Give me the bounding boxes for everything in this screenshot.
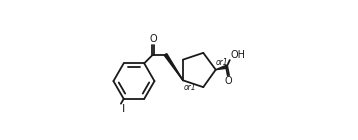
Text: I: I [122, 104, 125, 114]
Text: or1: or1 [184, 83, 196, 92]
Text: or1: or1 [216, 58, 229, 67]
Text: O: O [149, 34, 157, 45]
Polygon shape [216, 65, 227, 70]
Text: OH: OH [230, 50, 245, 60]
Text: O: O [225, 76, 233, 86]
Polygon shape [164, 54, 183, 80]
